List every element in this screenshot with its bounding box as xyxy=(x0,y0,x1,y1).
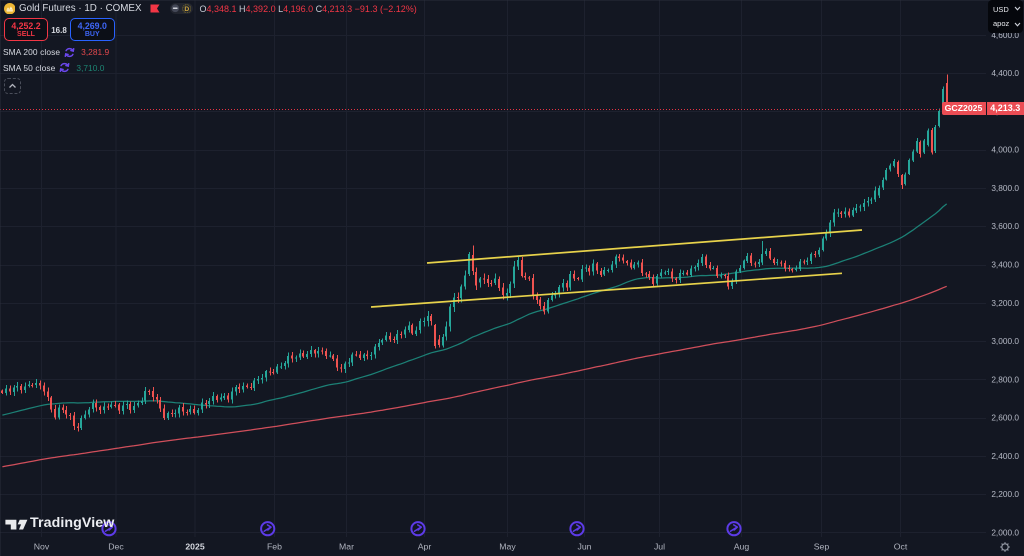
svg-text:Jun: Jun xyxy=(577,542,591,552)
svg-text:3,800.0: 3,800.0 xyxy=(991,183,1019,193)
svg-text:3,400.0: 3,400.0 xyxy=(991,260,1019,270)
svg-text:Aug: Aug xyxy=(734,542,750,552)
svg-text:2,800.0: 2,800.0 xyxy=(991,374,1019,384)
svg-text:May: May xyxy=(499,542,516,552)
svg-text:2,200.0: 2,200.0 xyxy=(991,489,1019,499)
svg-text:Oct: Oct xyxy=(894,542,908,552)
svg-text:Jul: Jul xyxy=(654,542,665,552)
svg-text:Mar: Mar xyxy=(339,542,354,552)
svg-text:D: D xyxy=(184,6,189,13)
svg-text:4,600.0: 4,600.0 xyxy=(991,30,1019,40)
svg-text:Apr: Apr xyxy=(418,542,432,552)
svg-text:3,200.0: 3,200.0 xyxy=(991,298,1019,308)
svg-text:3,000.0: 3,000.0 xyxy=(991,336,1019,346)
svg-text:Nov: Nov xyxy=(34,542,50,552)
svg-text:2,000.0: 2,000.0 xyxy=(991,527,1019,537)
svg-text:Sep: Sep xyxy=(814,542,830,552)
svg-text:2025: 2025 xyxy=(185,542,204,552)
svg-text:4,000.0: 4,000.0 xyxy=(991,145,1019,155)
svg-text:2,600.0: 2,600.0 xyxy=(991,413,1019,423)
svg-text:4,400.0: 4,400.0 xyxy=(991,68,1019,78)
svg-text:2,400.0: 2,400.0 xyxy=(991,451,1019,461)
svg-text:Feb: Feb xyxy=(267,542,282,552)
svg-text:Dec: Dec xyxy=(108,542,124,552)
svg-text:3,600.0: 3,600.0 xyxy=(991,221,1019,231)
